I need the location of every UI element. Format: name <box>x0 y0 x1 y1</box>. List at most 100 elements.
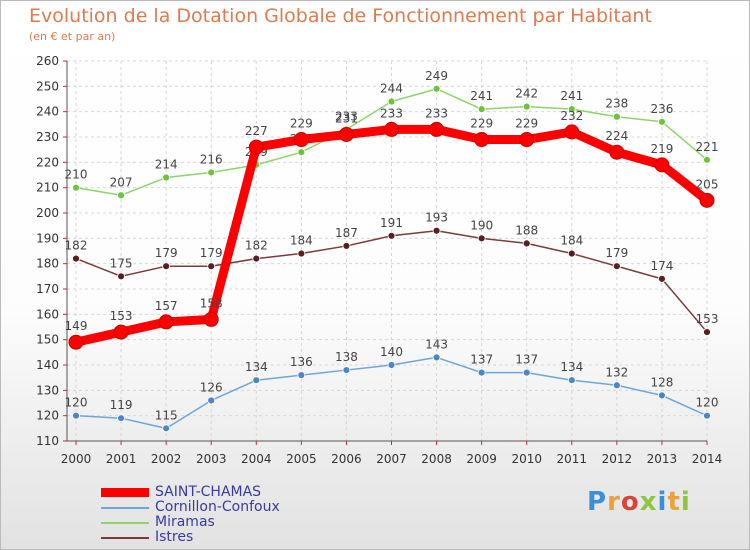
data-point <box>477 105 486 114</box>
data-point <box>72 183 80 192</box>
data-point <box>252 254 261 263</box>
data-point <box>522 102 531 111</box>
data-point <box>654 157 670 173</box>
data-label: 143 <box>425 337 448 351</box>
x-tick-label: 2003 <box>196 452 227 466</box>
legend-label: Cornillon-Confoux <box>155 499 280 515</box>
legend-item-istres: Istres <box>101 530 280 545</box>
y-tick-label: 130 <box>36 383 59 397</box>
y-tick-label: 200 <box>36 206 59 220</box>
data-point <box>432 84 441 93</box>
data-point <box>338 126 354 142</box>
data-point <box>703 411 711 420</box>
data-point <box>207 262 216 271</box>
data-label: 134 <box>245 360 268 374</box>
data-label: 214 <box>155 158 178 172</box>
data-point <box>612 262 621 271</box>
data-label: 241 <box>470 89 493 103</box>
x-tick-label: 2004 <box>241 452 272 466</box>
data-label: 229 <box>515 117 538 131</box>
data-label: 175 <box>110 256 133 270</box>
logo-letter: t <box>667 487 681 517</box>
data-point <box>658 274 666 283</box>
y-tick-label: 110 <box>36 434 59 448</box>
data-label: 179 <box>155 246 178 260</box>
data-label: 182 <box>245 239 268 253</box>
y-tick-label: 160 <box>36 307 59 321</box>
data-label: 231 <box>335 111 358 125</box>
legend-item-saint-chamas: SAINT-CHAMAS <box>101 485 280 500</box>
data-point <box>658 391 666 400</box>
legend-item-miramas: Miramas <box>101 515 280 530</box>
y-tick-label: 180 <box>36 257 59 271</box>
y-tick-label: 230 <box>36 130 59 144</box>
y-tick-label: 140 <box>36 358 59 372</box>
data-label: 179 <box>605 246 628 260</box>
data-point <box>612 381 621 390</box>
data-point <box>162 424 171 433</box>
data-point <box>68 334 84 350</box>
data-label: 184 <box>560 234 583 248</box>
data-label: 138 <box>335 350 358 364</box>
data-point <box>248 139 264 155</box>
data-label: 184 <box>290 234 313 248</box>
chart-title: Evolution de la Dotation Globale de Fonc… <box>29 5 652 27</box>
proxiti-logo: Proxiti <box>587 487 691 517</box>
x-tick-label: 2005 <box>286 452 317 466</box>
data-point <box>612 112 621 121</box>
data-label: 188 <box>515 223 538 237</box>
x-tick-label: 2000 <box>61 452 92 466</box>
data-point <box>117 191 125 200</box>
data-label: 137 <box>470 353 493 367</box>
data-label: 179 <box>200 246 223 260</box>
data-point <box>293 132 309 148</box>
data-point <box>699 192 715 208</box>
data-label: 249 <box>425 69 448 83</box>
data-point <box>609 144 625 160</box>
x-tick-label: 2011 <box>557 452 588 466</box>
data-label: 232 <box>560 109 583 123</box>
data-label: 219 <box>650 142 673 156</box>
data-label: 207 <box>110 175 133 189</box>
x-tick-label: 2002 <box>151 452 182 466</box>
data-label: 126 <box>200 380 223 394</box>
data-label: 132 <box>605 365 628 379</box>
data-label: 190 <box>470 218 493 232</box>
data-label: 241 <box>560 89 583 103</box>
data-point <box>432 226 441 235</box>
data-point <box>429 121 445 137</box>
data-point <box>703 155 711 164</box>
data-label: 174 <box>650 259 673 273</box>
data-point <box>519 132 535 148</box>
legend-swatch <box>101 506 149 509</box>
data-point <box>477 234 486 243</box>
data-point <box>207 168 216 177</box>
data-label: 115 <box>155 408 178 422</box>
data-point <box>113 324 129 340</box>
data-label: 158 <box>200 296 223 310</box>
data-point <box>477 368 486 377</box>
y-tick-label: 250 <box>36 79 59 93</box>
data-point <box>342 242 351 250</box>
data-point <box>207 396 216 405</box>
data-label: 191 <box>380 216 403 230</box>
x-tick-label: 2008 <box>421 452 452 466</box>
x-tick-label: 2013 <box>647 452 678 466</box>
legend-label: Istres <box>155 529 194 545</box>
y-tick-label: 150 <box>36 333 59 347</box>
legend-label: SAINT-CHAMAS <box>155 484 262 500</box>
x-tick-label: 2009 <box>466 452 497 466</box>
data-label: 182 <box>65 239 88 253</box>
data-point <box>387 231 396 240</box>
data-point <box>387 361 396 369</box>
data-point <box>297 249 306 258</box>
x-tick-label: 2010 <box>511 452 542 466</box>
data-label: 236 <box>650 102 673 116</box>
logo-letter: o <box>620 487 640 517</box>
logo-letter: x <box>639 487 658 517</box>
data-label: 193 <box>425 211 448 225</box>
data-point <box>162 262 171 271</box>
y-tick-label: 240 <box>36 105 59 119</box>
data-label: 224 <box>605 129 628 143</box>
